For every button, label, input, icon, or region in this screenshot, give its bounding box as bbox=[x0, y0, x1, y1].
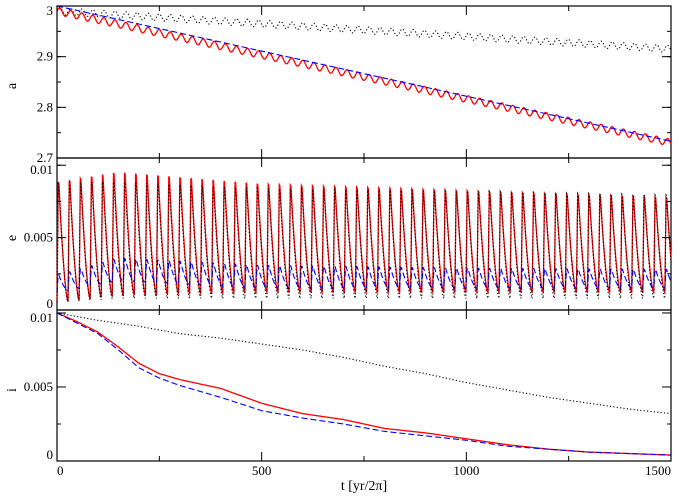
series-a-red-solid bbox=[56, 7, 672, 146]
series-a-black-dotted bbox=[56, 7, 672, 53]
series-i-blue-dashed bbox=[56, 312, 672, 456]
series-i-black-dotted bbox=[56, 312, 672, 415]
panel-e-frame bbox=[56, 157, 672, 311]
panel-i-frame bbox=[56, 309, 672, 462]
ytick-label-e-2: 0.01 bbox=[30, 162, 53, 177]
xtick-label-1: 500 bbox=[252, 463, 272, 478]
xtick-label-2: 1000 bbox=[453, 463, 479, 478]
series-i-red-solid bbox=[56, 312, 672, 456]
ytick-label-a-1: 2.8 bbox=[37, 99, 53, 114]
ytick-label-a-0: 2.7 bbox=[37, 150, 54, 165]
panel-a-ylabel: a bbox=[5, 82, 20, 89]
ytick-label-i-2: 0.01 bbox=[30, 310, 53, 325]
series-e-black-dotted bbox=[56, 181, 672, 303]
ytick-label-a-3: 3 bbox=[47, 3, 54, 18]
ytick-label-e-1: 0.005 bbox=[24, 230, 53, 245]
xtick-label-0: 0 bbox=[57, 463, 64, 478]
x-axis-title: t [yr/2π] bbox=[341, 479, 387, 494]
series-a-blue-dashed bbox=[56, 5, 672, 142]
xtick-label-3: 1500 bbox=[645, 463, 671, 478]
series-layer bbox=[56, 5, 672, 456]
ytick-label-a-2: 2.9 bbox=[37, 49, 53, 64]
ytick-label-e-0: 0 bbox=[47, 296, 54, 311]
panel-i-ylabel: i bbox=[5, 388, 20, 392]
series-e-red-solid bbox=[56, 172, 672, 303]
ytick-label-i-0: 0 bbox=[47, 447, 54, 462]
ytick-label-i-1: 0.005 bbox=[24, 379, 53, 394]
panel-e-ylabel: e bbox=[5, 235, 20, 241]
